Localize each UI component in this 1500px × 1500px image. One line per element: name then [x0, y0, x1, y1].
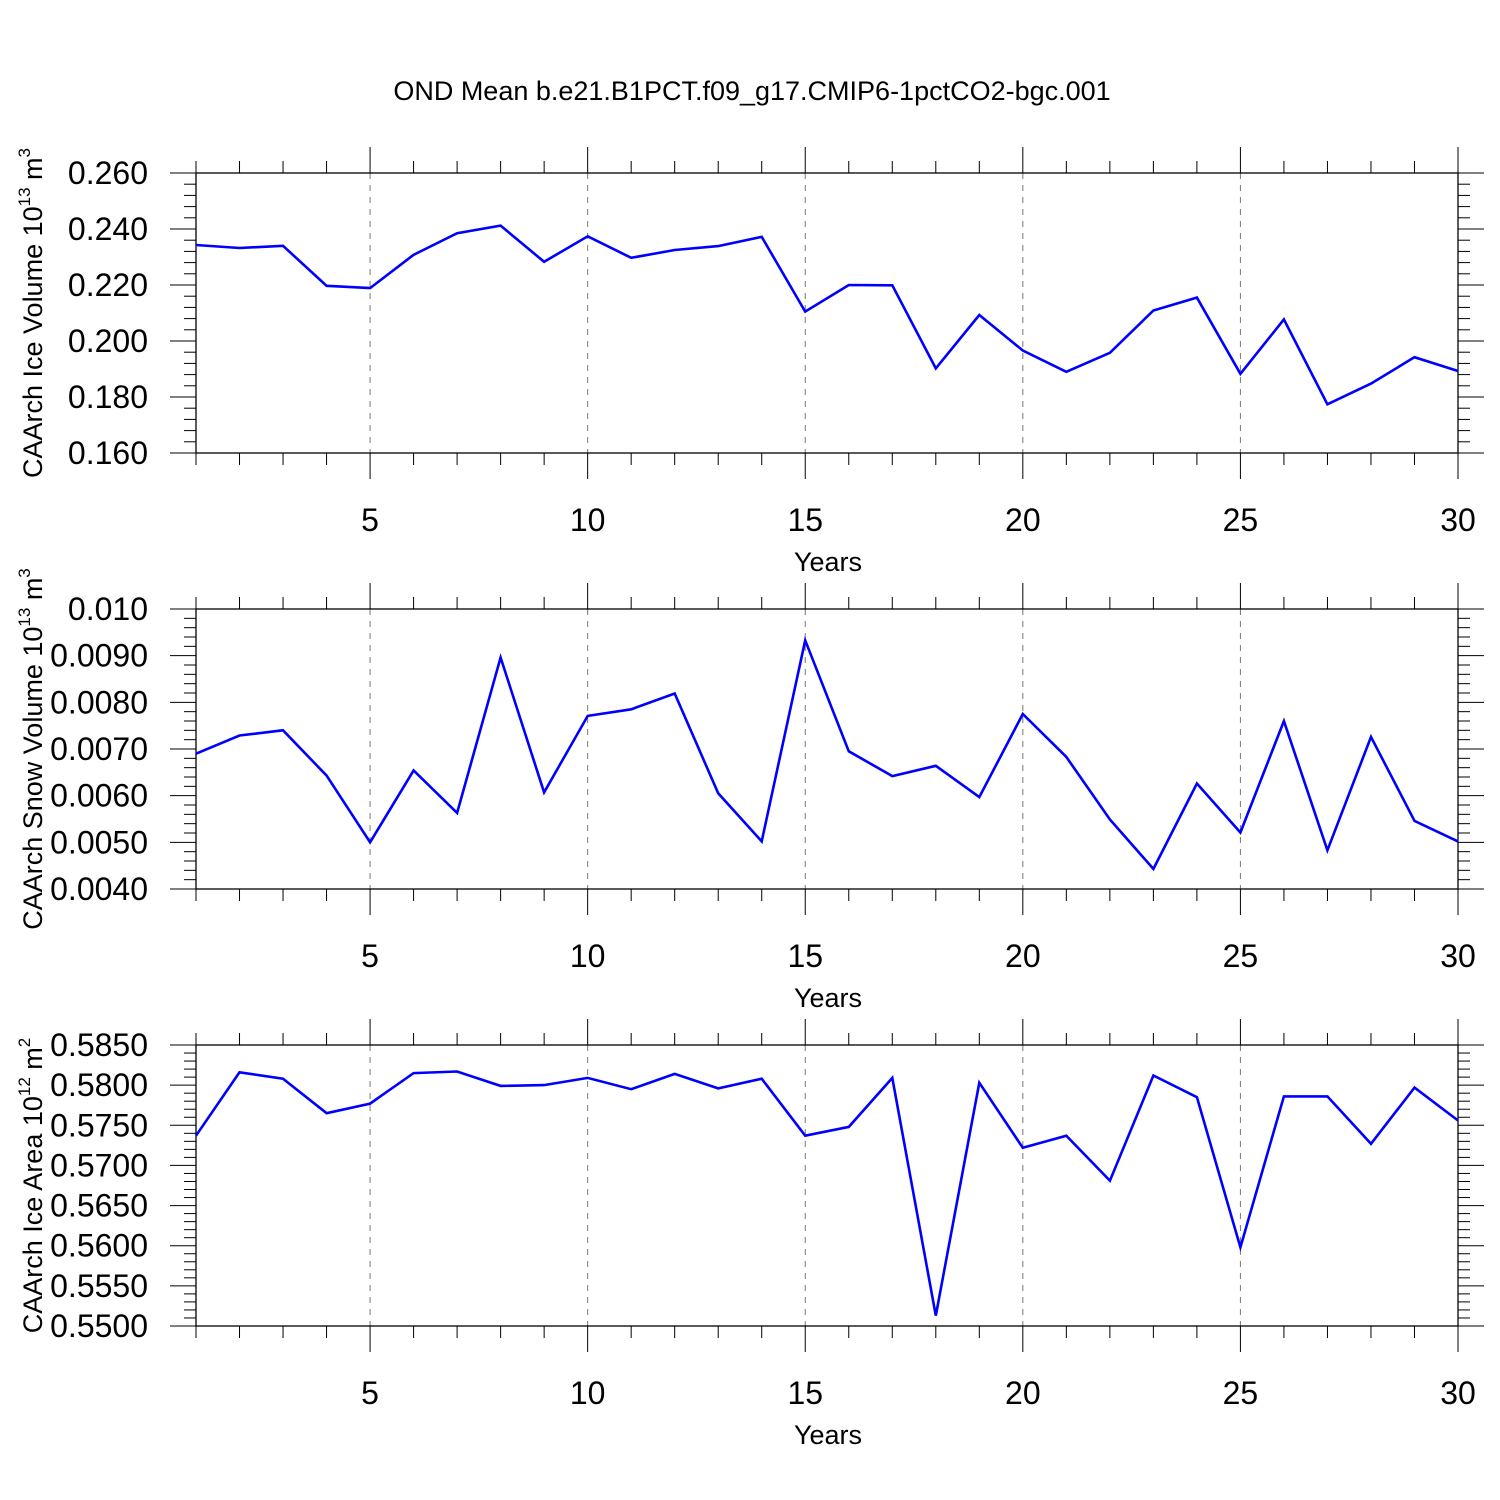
x-tick-label: 10: [570, 1375, 606, 1411]
x-axis-label: Years: [794, 983, 862, 1013]
y-tick-label: 0.5550: [50, 1268, 148, 1304]
panel-3: 0.5500 0.5550 0.5600 0.5650 0.5700 0.5750 0.58…: [15, 1019, 1484, 1450]
y-axis-label: CAArch Ice Volume 1013 m3: [15, 148, 48, 478]
y-tick-label: 0.5750: [50, 1107, 148, 1143]
plot-frame: [195, 172, 1459, 454]
y-tick-label: 0.5850: [50, 1027, 148, 1063]
x-tick-label: 20: [1005, 938, 1041, 974]
y-tick-label: 0.5500: [50, 1308, 148, 1344]
series-line-2: [195, 635, 1459, 872]
x-tick-label: 10: [570, 502, 606, 538]
y-tick-label: 0.0060: [50, 778, 148, 814]
plot-frame: [195, 608, 1459, 890]
panel-2: 0.0040 0.0050 0.0060 0.0070 0.0080 0.0090 0.01…: [15, 568, 1484, 1013]
plot-frame: [195, 1044, 1459, 1327]
series-line-1: [195, 224, 1459, 407]
y-tick-label: 0.5650: [50, 1188, 148, 1224]
y-tick-label: 0.0090: [50, 638, 148, 674]
y-tick-label: 0.180: [68, 379, 148, 415]
x-tick-label: 20: [1005, 502, 1041, 538]
x-axis-label: Years: [794, 1420, 862, 1450]
y-tick-label: 0.5600: [50, 1228, 148, 1264]
series-line-3: [194, 1070, 1459, 1316]
y-axis-label: CAArch Ice Area 1012 m2: [15, 1038, 48, 1334]
y-tick-label: 0.5800: [50, 1067, 148, 1103]
y-tick-label: 0.0070: [50, 731, 148, 767]
x-tick-label: 25: [1223, 1375, 1259, 1411]
panel-1: 0.160 0.180 0.200 0.220 0.240 0.260 5 10 15 20 25 3…: [15, 147, 1484, 577]
y-tick-label: 0.260: [68, 155, 148, 191]
x-tick-label: 30: [1440, 502, 1476, 538]
x-tick-label: 5: [361, 1375, 379, 1411]
x-tick-label: 25: [1223, 502, 1259, 538]
x-tick-label: 5: [361, 502, 379, 538]
chart-title: OND Mean b.e21.B1PCT.f09_g17.CMIP6-1pctC…: [393, 76, 1110, 106]
x-tick-label: 15: [787, 938, 823, 974]
y-tick-label: 0.5700: [50, 1147, 148, 1183]
y-tick-label: 0.010: [68, 591, 148, 627]
y-tick-label: 0.200: [68, 323, 148, 359]
x-tick-label: 10: [570, 938, 606, 974]
x-tick-label: 25: [1223, 938, 1259, 974]
y-tick-label: 0.0080: [50, 684, 148, 720]
y-tick-label: 0.0050: [50, 824, 148, 860]
y-tick-label: 0.240: [68, 211, 148, 247]
x-tick-label: 15: [787, 502, 823, 538]
y-tick-label: 0.220: [68, 267, 148, 303]
x-tick-label: 15: [787, 1375, 823, 1411]
x-tick-label: 20: [1005, 1375, 1041, 1411]
y-tick-label: 0.0040: [50, 871, 148, 907]
x-tick-label: 5: [361, 938, 379, 974]
x-tick-label: 30: [1440, 1375, 1476, 1411]
y-tick-label: 0.160: [68, 435, 148, 471]
y-axis-label: CAArch Snow Volume 1013 m3: [15, 568, 48, 930]
x-axis-label: Years: [794, 547, 862, 577]
x-tick-label: 30: [1440, 938, 1476, 974]
